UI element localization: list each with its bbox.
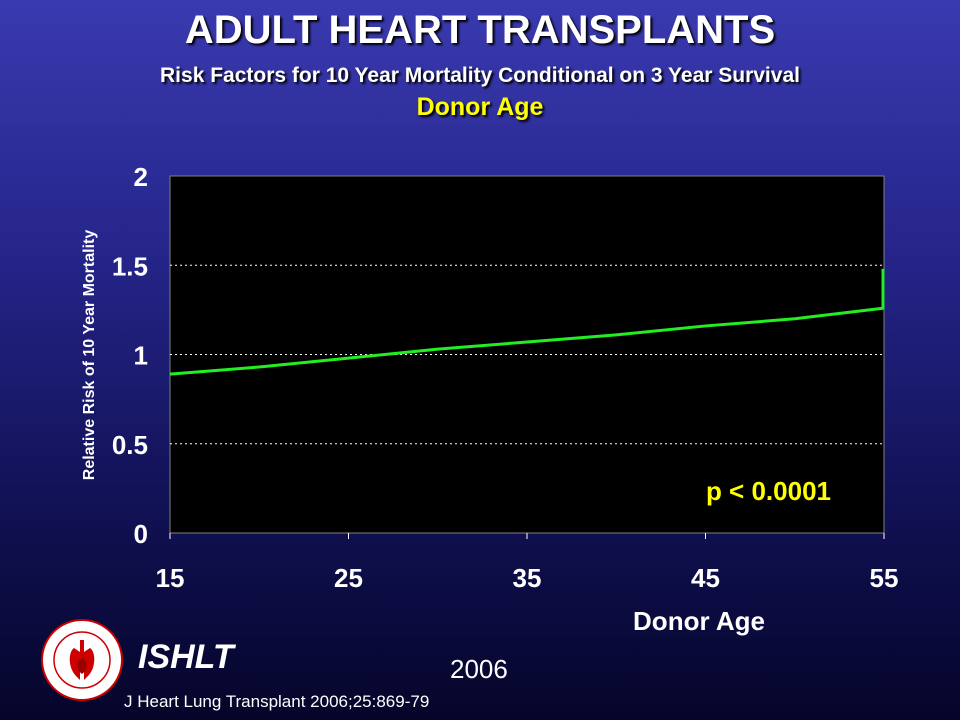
p-value-annotation: p < 0.0001 xyxy=(706,476,831,506)
x-tick-label: 35 xyxy=(513,563,542,593)
y-axis-label: Relative Risk of 10 Year Mortality xyxy=(81,230,98,481)
y-tick-label: 1 xyxy=(134,341,148,371)
y-tick-label: 0 xyxy=(134,519,148,549)
x-tick-label: 15 xyxy=(156,563,185,593)
ishlt-logo-icon xyxy=(41,619,123,701)
y-tick-label: 1.5 xyxy=(112,251,148,281)
x-tick-label: 55 xyxy=(870,563,899,593)
citation: J Heart Lung Transplant 2006;25:869-79 xyxy=(124,692,430,711)
org-label: ISHLT xyxy=(138,638,234,676)
page-subtitle: Risk Factors for 10 Year Mortality Condi… xyxy=(160,64,800,87)
x-tick-label: 25 xyxy=(334,563,363,593)
chart-topic: Donor Age xyxy=(416,93,544,121)
page-title: ADULT HEART TRANSPLANTS xyxy=(184,8,776,52)
year-label: 2006 xyxy=(450,654,508,684)
x-axis-label: Donor Age xyxy=(633,606,765,636)
y-tick-label: 0.5 xyxy=(112,430,148,460)
series-line xyxy=(169,306,885,376)
y-tick-label: 2 xyxy=(134,162,148,192)
x-tick-label: 45 xyxy=(691,563,720,593)
